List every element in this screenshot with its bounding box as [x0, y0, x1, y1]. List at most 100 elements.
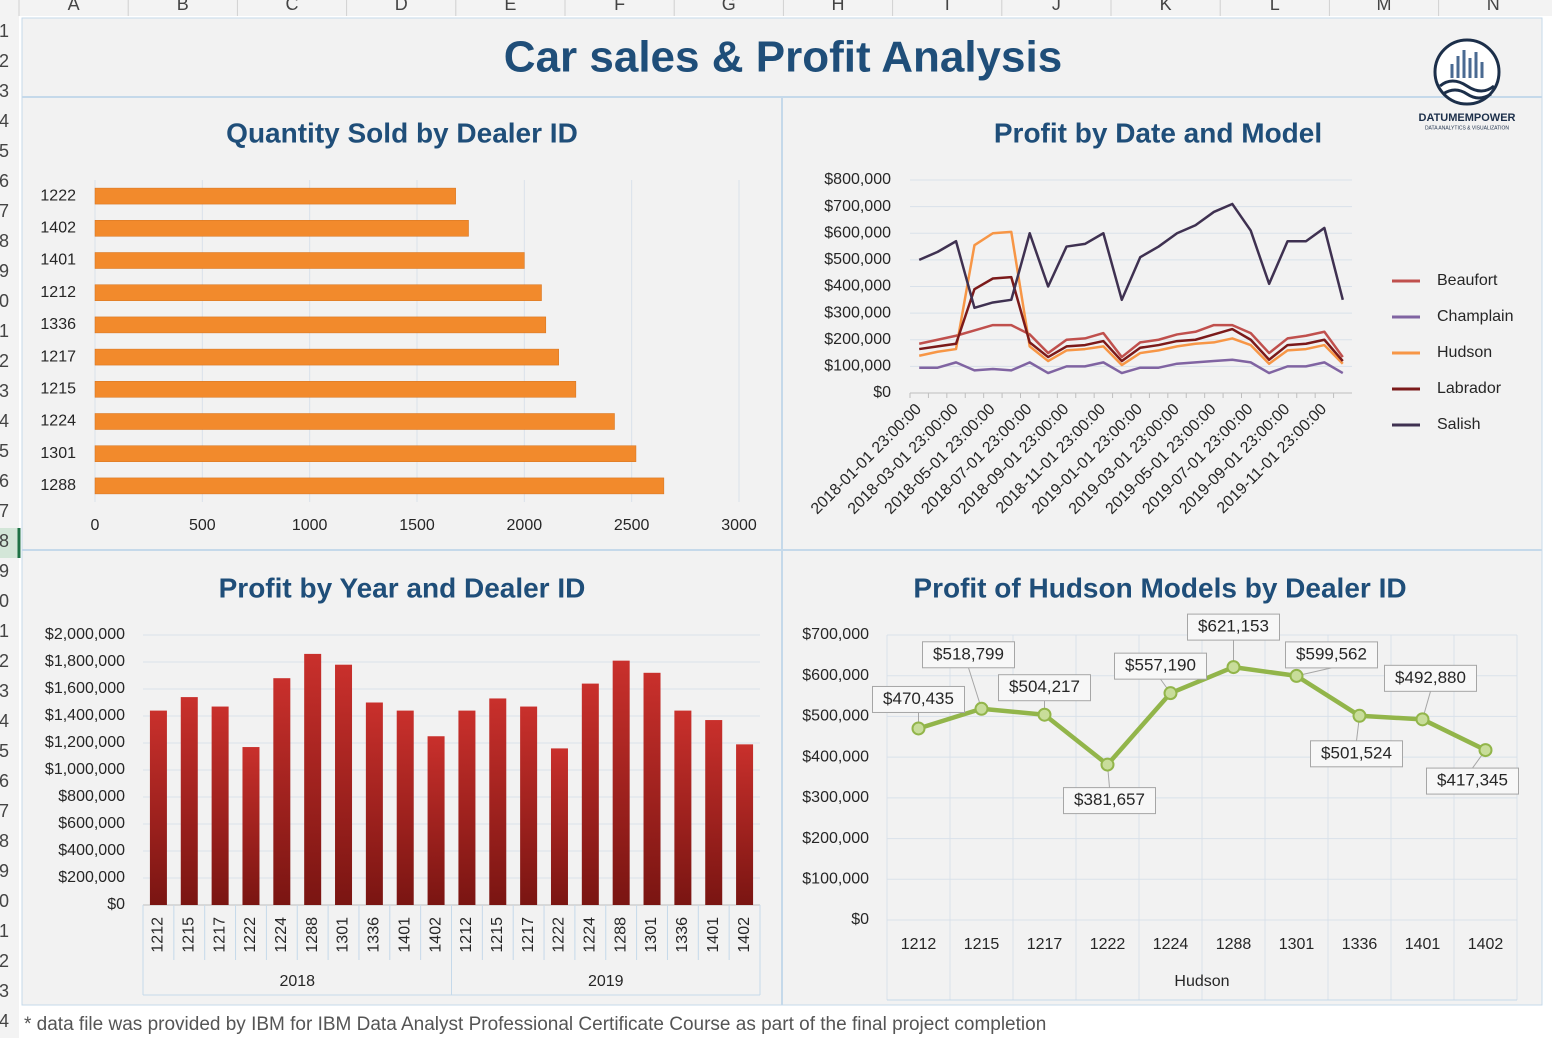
x-tick-label: 1301 [1279, 936, 1315, 953]
row-header: 7 [0, 201, 9, 221]
group-label: 2018 [279, 973, 315, 990]
y-tick-label: $400,000 [802, 748, 869, 765]
chart-title: Profit by Date and Model [994, 117, 1322, 148]
y-category-label: 1288 [40, 477, 76, 494]
x-tick-label: 500 [189, 517, 216, 534]
column-header: N [1487, 0, 1500, 14]
row-header: 4 [0, 111, 9, 131]
chart-title: Profit of Hudson Models by Dealer ID [913, 572, 1406, 603]
bar [581, 683, 599, 905]
bar [94, 445, 637, 462]
bar [94, 381, 577, 398]
bar [489, 698, 507, 905]
y-tick-label: $700,000 [802, 626, 869, 643]
y-tick-label: $600,000 [58, 815, 125, 832]
y-tick-label: $800,000 [58, 788, 125, 805]
y-tick-label: $2,000,000 [45, 626, 125, 643]
y-tick-label: $300,000 [824, 304, 891, 321]
row-header: 6 [0, 171, 9, 191]
x-tick-label: 1215 [180, 917, 197, 953]
bar [458, 710, 476, 905]
y-category-label: 1336 [40, 316, 76, 333]
row-header: 3 [0, 81, 9, 101]
legend-label: Salish [1437, 416, 1481, 433]
x-tick-label: 1336 [366, 917, 383, 953]
column-header: A [68, 0, 80, 14]
series-line [919, 275, 1344, 363]
logo-name: DATUMEMPOWER [1419, 112, 1516, 124]
y-tick-label: $1,000,000 [45, 761, 125, 778]
logo-ring [1433, 38, 1501, 106]
column-header: D [395, 0, 408, 14]
y-tick-label: $0 [851, 911, 869, 928]
x-tick-label: 1288 [1216, 936, 1252, 953]
row-header: 10 [0, 291, 9, 311]
row-header: 12 [0, 351, 9, 371]
row-header: 2 [0, 51, 9, 71]
x-tick-label: 1224 [1153, 936, 1189, 953]
y-category-label: 1222 [40, 187, 76, 204]
data-label: $501,524 [1321, 743, 1392, 762]
bar [643, 672, 661, 905]
row-header: 16 [0, 471, 9, 491]
bar [273, 678, 291, 905]
x-tick-label: 1402 [427, 917, 444, 953]
x-tick-label: 1212 [458, 917, 475, 953]
row-header: 33 [0, 981, 9, 1001]
data-label: $518,799 [933, 644, 1004, 663]
bar [427, 736, 445, 905]
label-box [1310, 740, 1403, 768]
label-box [922, 641, 1015, 669]
row-header: 17 [0, 501, 9, 521]
legend-label: Labrador [1437, 380, 1502, 397]
logo-bars [1450, 50, 1484, 78]
marker [974, 701, 989, 716]
row-header: 31 [0, 921, 9, 941]
marker [1478, 743, 1493, 758]
column-header-bar [0, 0, 1552, 16]
row-header: 28 [0, 831, 9, 851]
row-header-bar [0, 16, 19, 1038]
label-box [1063, 787, 1156, 815]
x-tick-label: 1401 [1405, 936, 1441, 953]
column-header: M [1377, 0, 1392, 14]
row-header: 8 [0, 231, 9, 251]
y-tick-label: $1,600,000 [45, 680, 125, 697]
chart-title: Quantity Sold by Dealer ID [226, 117, 578, 148]
label-box [1187, 613, 1280, 641]
label-leader [968, 667, 982, 709]
series-line [918, 202, 1345, 310]
y-tick-label: $200,000 [824, 331, 891, 348]
row-header: 14 [0, 411, 9, 431]
x-tick-label: 1402 [1468, 936, 1504, 953]
row-header: 15 [0, 441, 9, 461]
x-tick-label: 2500 [614, 517, 650, 534]
x-tick-label: 1212 [150, 917, 167, 953]
x-tick-label: 1402 [736, 917, 753, 953]
bar [365, 702, 383, 905]
x-tick-label: 1217 [211, 917, 228, 953]
y-tick-label: $1,200,000 [45, 734, 125, 751]
y-tick-label: $400,000 [824, 278, 891, 295]
series-line [918, 230, 1344, 367]
y-tick-label: $0 [107, 896, 125, 913]
x-tick-label: 1222 [1090, 936, 1126, 953]
column-header: C [286, 0, 299, 14]
row-header: 29 [0, 861, 9, 881]
row-header: 18 [0, 531, 9, 551]
y-tick-label: $600,000 [802, 667, 869, 684]
marker [1226, 660, 1241, 675]
row-header: 1 [0, 21, 9, 41]
row-header: 25 [0, 741, 9, 761]
y-tick-label: $600,000 [824, 224, 891, 241]
x-tick-label: 1215 [964, 936, 1000, 953]
row-header: 19 [0, 561, 9, 581]
dashboard-title: Car sales & Profit Analysis [504, 33, 1062, 82]
bar [94, 284, 542, 301]
data-label: $381,657 [1074, 790, 1145, 809]
y-tick-label: $1,400,000 [45, 707, 125, 724]
logo-waves [1439, 79, 1495, 100]
bar [94, 348, 559, 366]
y-tick-label: $0 [873, 384, 891, 401]
